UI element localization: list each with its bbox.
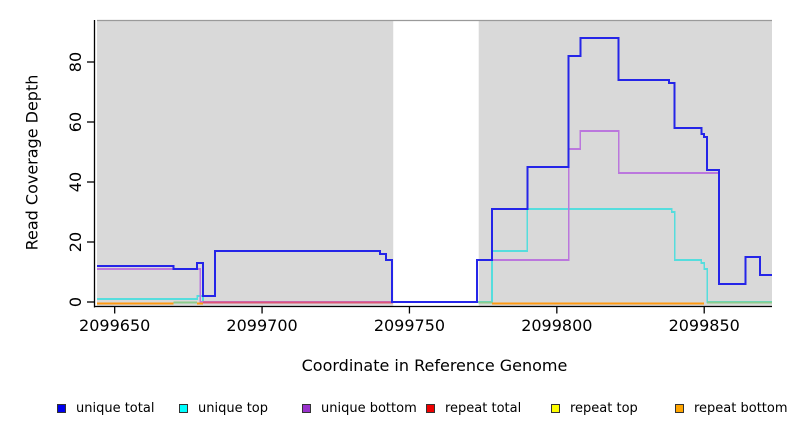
legend-label: unique top — [198, 400, 269, 416]
x-tick-label: 2099750 — [374, 316, 445, 335]
legend-swatch-unique-top-icon — [179, 403, 188, 413]
series-unique-total — [97, 37, 772, 303]
legend-swatch-unique-bottom-icon — [302, 403, 311, 413]
legend-swatch-unique-total-icon — [57, 403, 66, 413]
legend-item-repeat-bottom: repeat bottom — [675, 400, 788, 416]
y-tick-label: 20 — [66, 232, 85, 252]
legend-label: repeat top — [570, 400, 638, 416]
legend-label: unique bottom — [321, 400, 417, 416]
y-axis-title: Read Coverage Depth — [22, 74, 42, 251]
x-tick-label: 2099800 — [521, 316, 592, 335]
legend-swatch-repeat-top-icon — [551, 403, 560, 413]
legend-label: repeat total — [445, 400, 522, 416]
y-tick-label: 60 — [66, 112, 85, 132]
y-tick-label: 40 — [66, 172, 85, 192]
legend-item-unique-bottom: unique bottom — [302, 400, 417, 416]
legend-item-unique-total: unique total — [57, 400, 154, 416]
y-tick-label: 80 — [66, 52, 85, 72]
legend-item-repeat-total: repeat total — [426, 400, 521, 416]
x-axis-title: Coordinate in Reference Genome — [301, 356, 568, 375]
legend-label: unique total — [76, 400, 155, 416]
x-tick-label: 2099850 — [669, 316, 740, 335]
x-tick-label: 2099700 — [226, 316, 297, 335]
legend-item-unique-top: unique top — [179, 400, 268, 416]
legend-item-repeat-top: repeat top — [551, 400, 638, 416]
legend-swatch-repeat-bottom-icon — [675, 403, 684, 413]
legend-swatch-repeat-total-icon — [426, 403, 435, 413]
x-tick-label: 2099650 — [79, 316, 150, 335]
y-tick-label: 0 — [66, 297, 85, 307]
legend-label: repeat bottom — [694, 400, 788, 416]
coverage-gap-band — [393, 21, 479, 307]
